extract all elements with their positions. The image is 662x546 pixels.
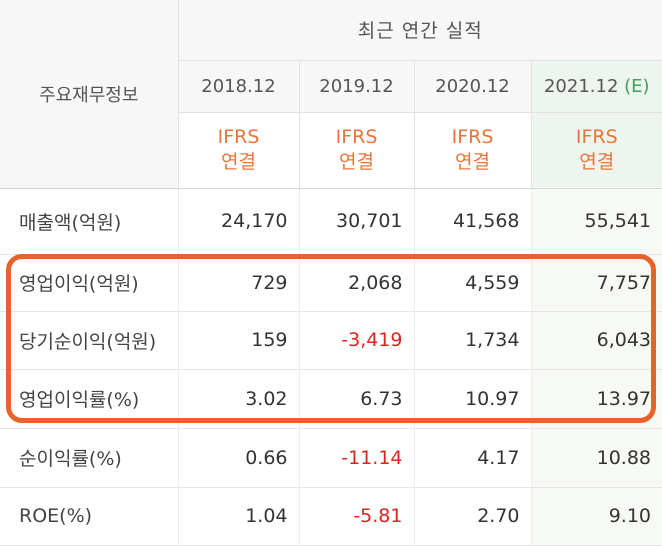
period-year: 2019.12 (298, 60, 414, 113)
value-cell: 0.66 (177, 428, 299, 488)
period-year: 2020.12 (413, 60, 531, 113)
row-label: 영업이익률(%) (0, 369, 178, 429)
value-cell: 2,068 (298, 254, 414, 312)
accounting-basis: IFRS 연결 (177, 112, 299, 189)
value-cell: -3,419 (298, 311, 414, 370)
value-cell: -11.14 (298, 428, 414, 488)
table-title: 최근 연간 실적 (177, 0, 662, 61)
row-header-label: 주요재무정보 (0, 0, 178, 189)
value-cell: 13.97 (530, 369, 662, 429)
row-label: 순이익률(%) (0, 428, 178, 488)
value-cell: 1,734 (413, 311, 531, 370)
table-row: 영업이익(억원) 729 2,068 4,559 7,757 (0, 254, 662, 312)
value-cell: 1.04 (177, 487, 299, 546)
value-cell: 55,541 (530, 188, 662, 255)
estimate-marker: (E) (624, 75, 650, 97)
row-label: 영업이익(억원) (0, 254, 178, 312)
value-cell: 30,701 (298, 188, 414, 255)
value-cell: 4,559 (413, 254, 531, 312)
value-cell: 729 (177, 254, 299, 312)
table-row: ROE(%) 1.04 -5.81 2.70 9.10 (0, 487, 662, 546)
period-year: 2018.12 (177, 60, 299, 113)
row-label: 당기순이익(억원) (0, 311, 178, 370)
value-cell: -5.81 (298, 487, 414, 546)
table-row: 당기순이익(억원) 159 -3,419 1,734 6,043 (0, 311, 662, 370)
value-cell: 41,568 (413, 188, 531, 255)
value-cell: 4.17 (413, 428, 531, 488)
period-year-estimate: 2021.12 (E) (530, 60, 662, 113)
table-row: 매출액(억원) 24,170 30,701 41,568 55,541 (0, 188, 662, 255)
value-cell: 7,757 (530, 254, 662, 312)
value-cell: 6.73 (298, 369, 414, 429)
row-label: ROE(%) (0, 487, 178, 546)
value-cell: 24,170 (177, 188, 299, 255)
value-cell: 10.88 (530, 428, 662, 488)
value-cell: 10.97 (413, 369, 531, 429)
value-cell: 2.70 (413, 487, 531, 546)
table-row: 영업이익률(%) 3.02 6.73 10.97 13.97 (0, 369, 662, 429)
value-cell: 3.02 (177, 369, 299, 429)
row-label: 매출액(억원) (0, 188, 178, 255)
accounting-basis: IFRS 연결 (413, 112, 531, 189)
table-row: 순이익률(%) 0.66 -11.14 4.17 10.88 (0, 428, 662, 488)
value-cell: 9.10 (530, 487, 662, 546)
accounting-basis: IFRS 연결 (530, 112, 662, 189)
value-cell: 6,043 (530, 311, 662, 370)
accounting-basis: IFRS 연결 (298, 112, 414, 189)
value-cell: 159 (177, 311, 299, 370)
